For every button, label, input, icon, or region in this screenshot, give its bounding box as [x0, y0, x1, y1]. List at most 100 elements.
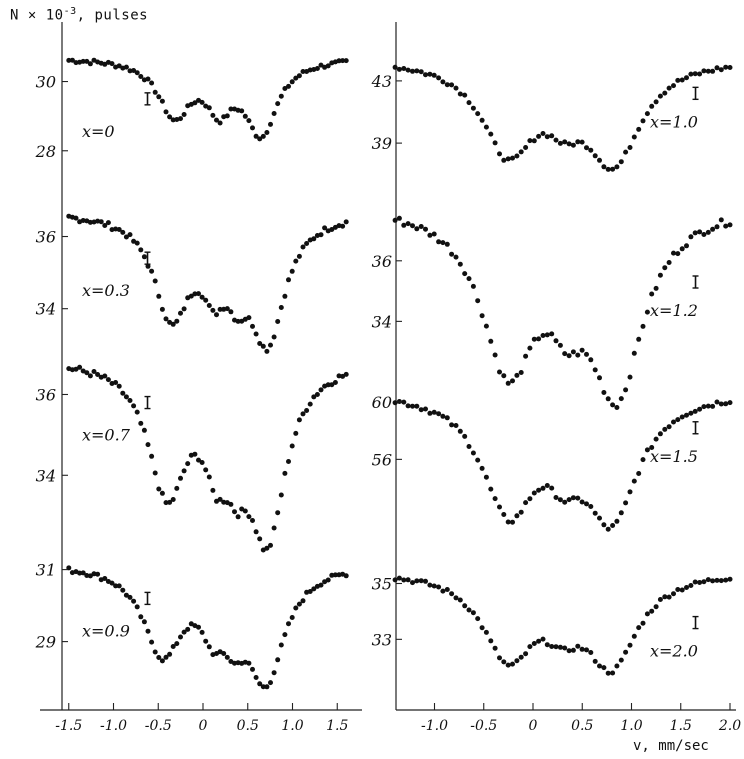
data-point-5-47 — [597, 375, 602, 381]
panel-label-5: x=1.2 — [650, 301, 698, 320]
data-point-0-37 — [199, 99, 205, 105]
data-point-6-13 — [449, 422, 455, 428]
data-point-5-17 — [466, 276, 472, 282]
data-point-6-54 — [627, 489, 633, 495]
data-point-2-8 — [95, 372, 101, 377]
data-point-4-24 — [497, 151, 502, 157]
data-point-7-16 — [462, 603, 468, 609]
data-point-0-75 — [336, 58, 342, 64]
data-point-5-66 — [679, 246, 685, 252]
data-point-3-70 — [318, 582, 324, 588]
data-point-4-26 — [505, 156, 511, 162]
y-tick-label-5-1: 34 — [372, 312, 392, 331]
data-point-4-56 — [636, 126, 642, 132]
data-point-0-54 — [260, 133, 266, 139]
data-point-5-9 — [431, 231, 437, 237]
data-point-6-17 — [466, 444, 472, 449]
data-point-3-22 — [145, 628, 151, 634]
data-point-7-49 — [605, 670, 611, 676]
data-point-4-34 — [540, 131, 546, 136]
data-point-4-55 — [631, 134, 637, 140]
data-point-5-53 — [623, 387, 629, 393]
y-tick-label-4-0: 43 — [371, 72, 392, 91]
data-point-4-48 — [601, 164, 607, 170]
data-point-0-72 — [325, 63, 331, 69]
data-point-6-71 — [701, 404, 707, 410]
data-point-5-54 — [627, 374, 633, 380]
data-point-3-26 — [159, 658, 165, 664]
data-point-4-30 — [523, 145, 529, 150]
data-point-6-74 — [714, 399, 720, 405]
y-axis-title-unit: , pulses — [76, 7, 149, 24]
data-point-1-29 — [170, 321, 176, 327]
data-point-5-38 — [557, 342, 563, 348]
data-point-2-42 — [217, 496, 223, 502]
data-point-2-6 — [87, 373, 93, 379]
data-point-4-32 — [531, 138, 537, 144]
data-point-3-4 — [80, 570, 86, 576]
data-point-3-56 — [268, 680, 273, 686]
data-point-4-5 — [414, 68, 420, 74]
data-point-0-27 — [163, 109, 169, 115]
data-point-7-45 — [588, 650, 594, 655]
y-tick-label-0-1: 28 — [35, 142, 56, 161]
data-point-7-34 — [540, 636, 546, 642]
data-point-5-0 — [392, 217, 398, 223]
data-point-3-64 — [296, 601, 302, 607]
data-point-7-25 — [501, 659, 507, 665]
data-point-6-5 — [414, 403, 420, 409]
data-point-4-44 — [584, 145, 589, 151]
data-point-3-77 — [343, 573, 349, 579]
data-point-0-50 — [246, 118, 252, 124]
data-point-1-54 — [260, 343, 266, 349]
data-point-6-49 — [605, 526, 611, 532]
data-point-7-55 — [631, 633, 637, 639]
data-point-4-41 — [570, 142, 576, 148]
data-point-5-61 — [657, 272, 663, 278]
data-point-4-58 — [644, 111, 650, 117]
data-point-6-40 — [566, 497, 572, 503]
data-point-2-23 — [149, 453, 155, 459]
data-point-4-16 — [462, 92, 468, 98]
data-point-7-44 — [584, 647, 589, 653]
data-point-6-33 — [536, 487, 542, 493]
y-tick-label-3-1: 29 — [35, 633, 56, 652]
data-point-5-14 — [453, 254, 459, 260]
data-point-2-77 — [343, 371, 349, 377]
data-point-4-22 — [488, 131, 494, 137]
data-point-4-62 — [662, 90, 668, 96]
data-point-2-13 — [113, 380, 119, 385]
y-tick-label-1-1: 34 — [36, 300, 56, 319]
data-point-6-62 — [662, 426, 668, 432]
data-point-4-19 — [475, 111, 481, 117]
data-point-6-59 — [649, 445, 655, 450]
data-point-1-42 — [217, 306, 223, 312]
data-point-6-69 — [692, 408, 698, 414]
data-point-7-39 — [562, 645, 568, 651]
y-tick-label-2-0: 36 — [36, 385, 56, 404]
data-point-1-44 — [224, 306, 230, 312]
data-point-4-6 — [418, 69, 424, 75]
data-point-4-18 — [470, 105, 476, 111]
data-point-5-68 — [688, 234, 694, 240]
data-point-2-30 — [174, 485, 180, 491]
data-point-3-51 — [250, 666, 255, 672]
data-point-0-51 — [250, 125, 255, 131]
data-point-4-27 — [510, 155, 515, 161]
data-point-6-6 — [418, 407, 424, 413]
data-point-0-26 — [159, 98, 165, 104]
data-point-4-57 — [640, 118, 646, 124]
data-point-7-28 — [514, 658, 520, 664]
data-point-1-70 — [318, 232, 324, 238]
data-point-5-50 — [610, 402, 616, 408]
data-point-4-28 — [514, 153, 520, 159]
x-axis-title: v, mm/sec — [633, 738, 709, 754]
data-point-6-31 — [527, 496, 533, 502]
x-tick-label-right-5: 1.5 — [670, 718, 692, 734]
data-point-4-70 — [697, 71, 703, 77]
data-point-0-39 — [206, 105, 212, 111]
data-point-4-0 — [392, 64, 398, 70]
data-point-2-62 — [289, 443, 295, 449]
data-point-7-36 — [549, 644, 555, 649]
data-point-5-77 — [727, 222, 733, 228]
